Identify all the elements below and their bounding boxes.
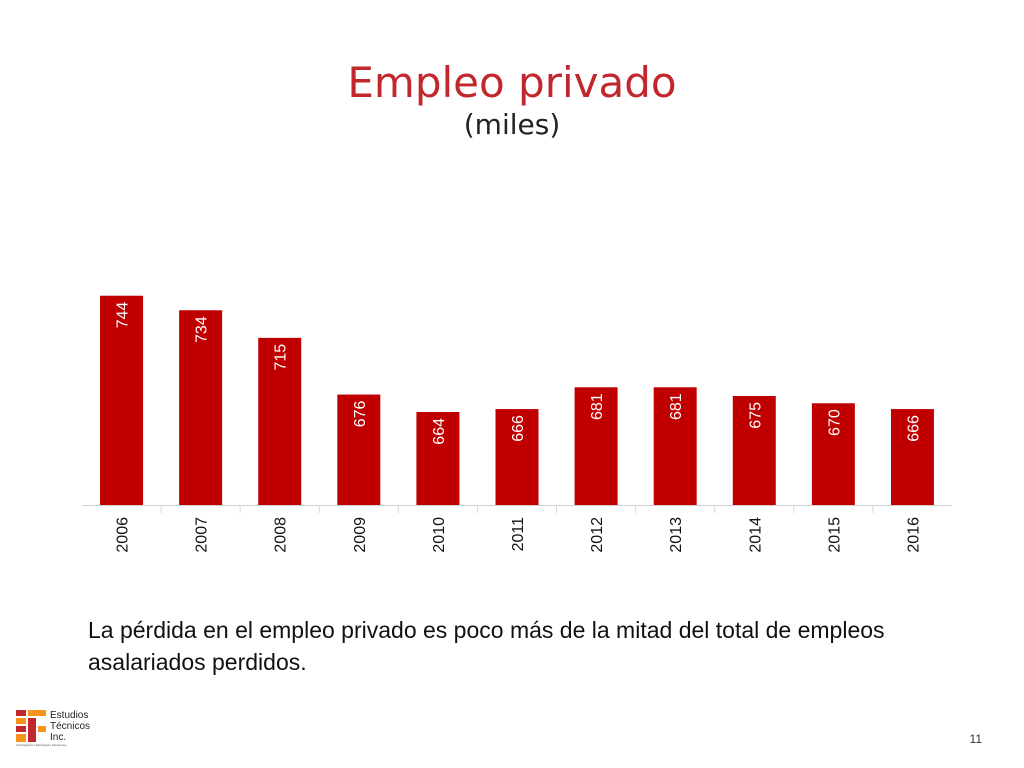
x-tick-label-2011: 2011 [510,517,527,552]
x-tick-label-2006: 2006 [115,517,132,553]
data-label-2010: 664 [431,418,448,445]
logo-wordmark: Estudios Técnicos Inc. [50,710,91,743]
data-label-2013: 681 [668,393,685,420]
x-tick-label-2012: 2012 [589,517,606,553]
data-label-2009: 676 [352,400,369,427]
logo-tagline: Investigación | Estrategia | Soluciones [16,743,67,747]
bar-2006 [100,295,144,505]
bar-2012 [574,387,618,505]
x-tick-label-2007: 2007 [194,517,211,553]
bar-2009 [337,394,381,505]
slide-title: Empleo privado [347,58,677,107]
data-label-2014: 675 [747,402,764,429]
data-label-2006: 744 [115,302,132,329]
bar-2010 [416,411,460,505]
x-tick-label-2009: 2009 [352,517,369,553]
bar-2008 [258,337,302,505]
x-tick-label-2013: 2013 [668,517,685,553]
x-tick-label-2010: 2010 [431,517,448,553]
x-tick-label-2015: 2015 [826,517,843,553]
data-label-2007: 734 [194,316,211,343]
data-label-2012: 681 [589,393,606,420]
bar-2016 [890,409,934,505]
slide-subtitle: (miles) [463,108,561,141]
data-label-2016: 666 [905,415,922,442]
company-logo: Estudios Técnicos Inc. Investigación | E… [16,710,90,747]
bar-2011 [495,409,539,505]
bar-chart: 744 734 715 676 664 666 681 681 675 670 666 2006 20… [82,295,952,553]
x-tick-label-2016: 2016 [905,517,922,553]
x-tick-label-2014: 2014 [747,517,764,553]
data-label-2011: 666 [510,415,527,442]
logo-mark-icon [16,710,46,742]
bar-2013 [653,387,697,505]
x-tick-label-2008: 2008 [273,517,290,553]
bar-2015 [811,403,855,505]
footnote-text: La pérdida en el empleo privado es poco … [88,617,885,675]
bar-2014 [732,396,776,505]
bar-2007 [179,310,223,505]
page-number: 11 [969,732,982,746]
data-label-2015: 670 [826,409,843,436]
data-label-2008: 715 [273,344,290,371]
